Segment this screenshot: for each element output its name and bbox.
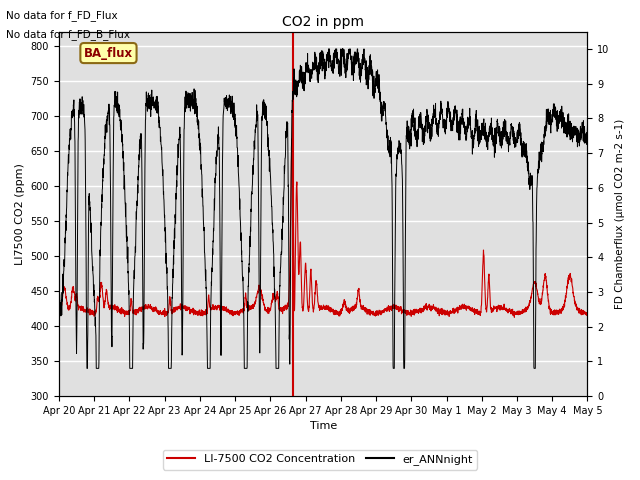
- Legend: LI-7500 CO2 Concentration, er_ANNnight: LI-7500 CO2 Concentration, er_ANNnight: [163, 450, 477, 469]
- Y-axis label: FD Chamberflux (μmol CO2 m-2 s-1): FD Chamberflux (μmol CO2 m-2 s-1): [615, 119, 625, 309]
- Text: BA_flux: BA_flux: [84, 47, 133, 60]
- Title: CO2 in ppm: CO2 in ppm: [282, 15, 364, 29]
- Text: No data for f_FD_Flux: No data for f_FD_Flux: [6, 10, 118, 21]
- Text: No data for f_FD_B_Flux: No data for f_FD_B_Flux: [6, 29, 131, 40]
- Y-axis label: LI7500 CO2 (ppm): LI7500 CO2 (ppm): [15, 163, 25, 265]
- X-axis label: Time: Time: [310, 421, 337, 432]
